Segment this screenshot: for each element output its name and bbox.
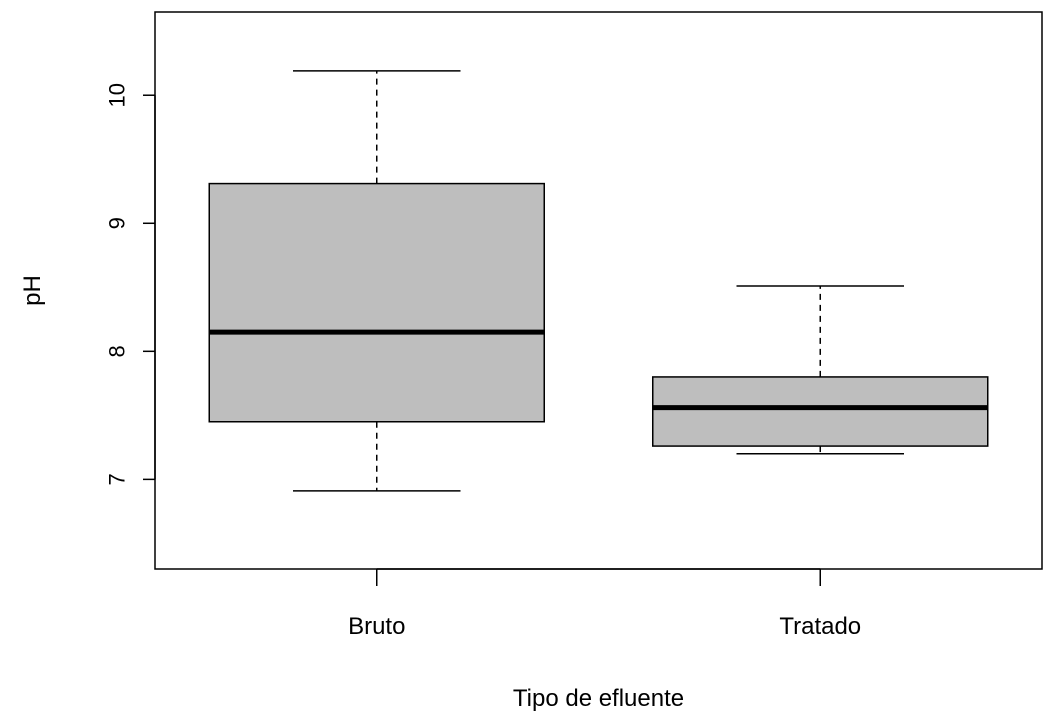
x-tick-label: Tratado	[779, 613, 861, 640]
y-tick-label: 9	[105, 217, 130, 229]
box-tratado	[652, 285, 989, 455]
x-tick-label: Bruto	[348, 613, 405, 640]
y-tick-label: 8	[105, 345, 130, 357]
iqr-box	[652, 376, 989, 447]
y-axis-label: pH	[19, 275, 46, 306]
x-axis: Bruto Tratado	[348, 568, 861, 640]
box-bruto	[208, 70, 545, 492]
boxes-group	[208, 70, 989, 492]
y-tick-label: 10	[105, 83, 130, 107]
y-tick-label: 7	[105, 473, 130, 485]
iqr-box	[208, 182, 545, 423]
y-axis: 7 8 9 10	[105, 83, 156, 485]
x-axis-label: Tipo de efluente	[513, 685, 684, 712]
plot-area	[154, 11, 1043, 570]
